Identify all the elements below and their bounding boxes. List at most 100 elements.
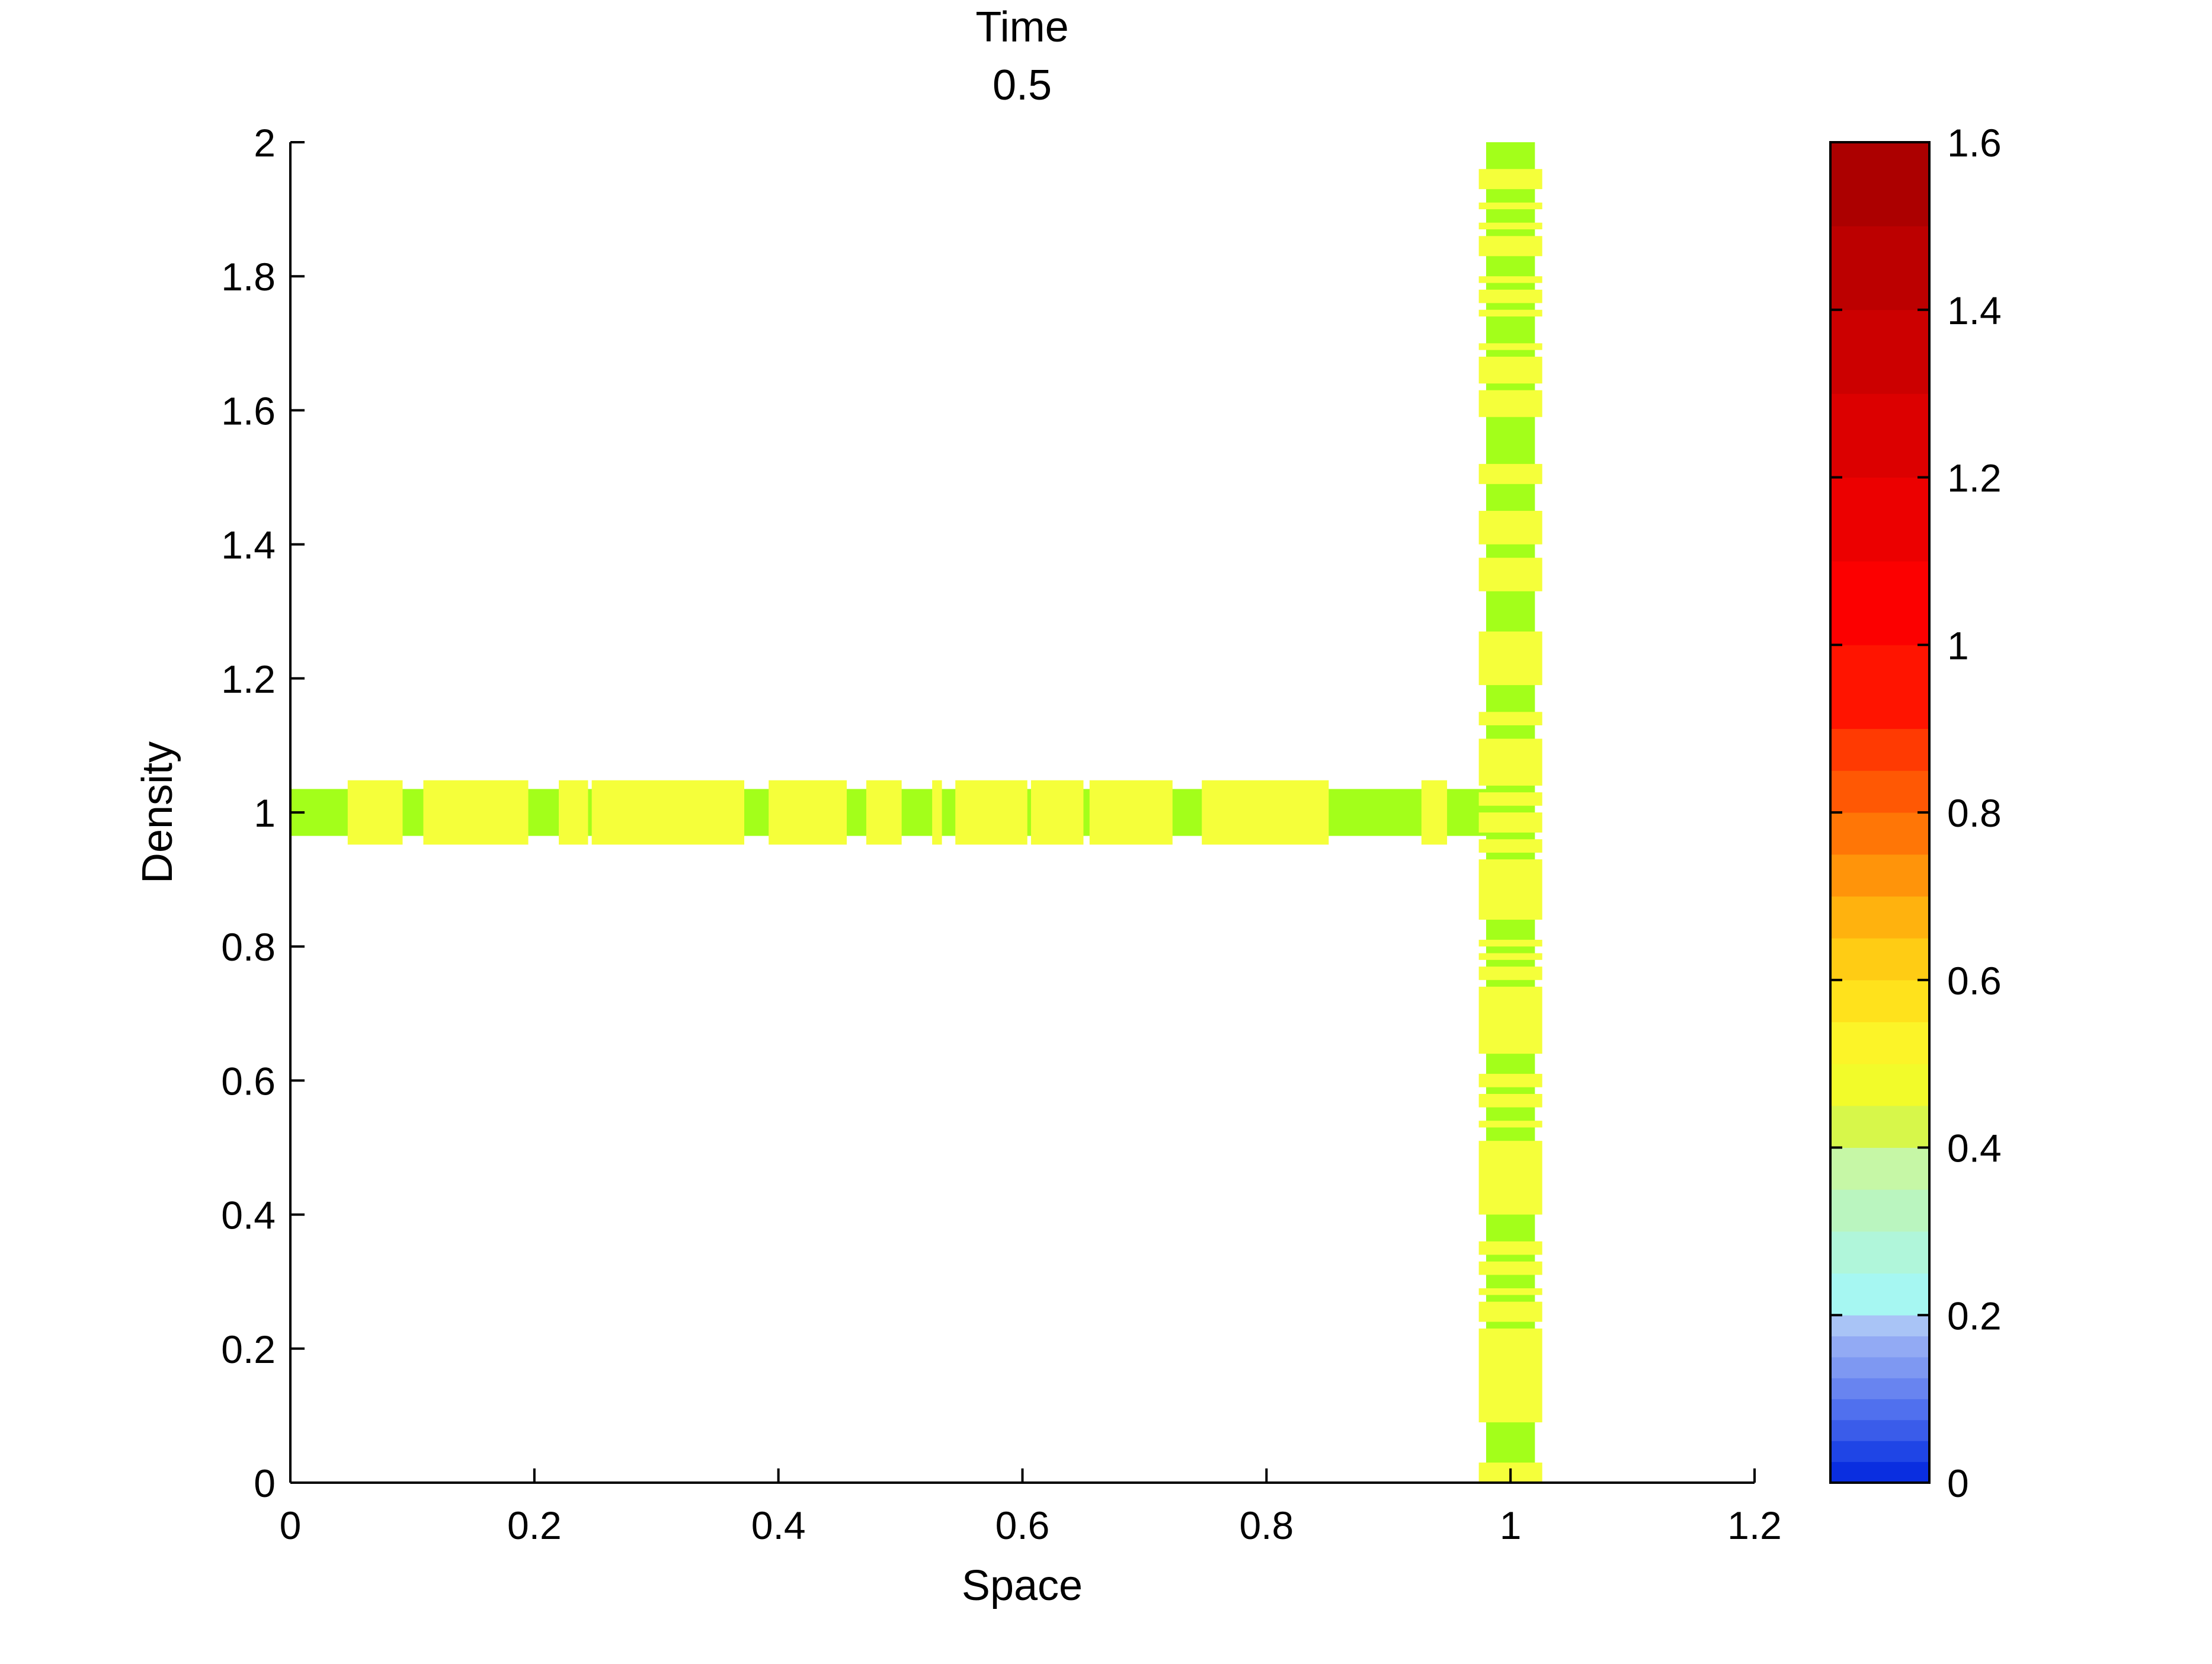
colorbar-tick-label: 0.2 xyxy=(1947,1294,2002,1337)
band-segment xyxy=(1478,967,1542,980)
colorbar-level xyxy=(1830,1064,1929,1106)
band-segment xyxy=(1478,1261,1542,1275)
x-tick-label: 0.4 xyxy=(751,1503,806,1547)
band-segment xyxy=(1478,222,1542,230)
colorbar-level xyxy=(1830,1378,1929,1400)
colorbar-level xyxy=(1830,142,1929,226)
colorbar-tick-label: 1.6 xyxy=(1947,121,2002,165)
band-segment xyxy=(1478,939,1542,947)
band-segment xyxy=(1478,169,1542,190)
band-segment xyxy=(1202,780,1329,845)
x-tick-label: 1 xyxy=(1500,1503,1522,1547)
band-segment xyxy=(1478,1121,1542,1128)
band-segment xyxy=(1478,987,1542,1054)
title-line-2: 0.5 xyxy=(993,62,1052,109)
band-segment xyxy=(1478,390,1542,417)
colorbar-level xyxy=(1830,1399,1929,1420)
band-segment xyxy=(347,780,403,845)
band-segment xyxy=(1478,343,1542,350)
band-segment xyxy=(1478,1141,1542,1215)
y-axis-ticks: 0 0.2 0.4 0.6 0.8 1 1.2 1.4 1.6 1.8 2 xyxy=(221,121,305,1505)
band-segment xyxy=(1478,236,1542,257)
band-segment xyxy=(1478,356,1542,384)
colorbar-tick-label: 0 xyxy=(1947,1461,1969,1505)
band-segment xyxy=(591,780,745,845)
band-segment xyxy=(559,780,588,845)
band-segment xyxy=(1478,309,1542,317)
colorbar-level xyxy=(1830,1441,1929,1463)
colorbar-tick-label: 1.4 xyxy=(1947,289,2002,332)
band-segment xyxy=(1478,1301,1542,1322)
x-tick-label: 0.2 xyxy=(507,1503,562,1547)
band-segment xyxy=(1478,738,1542,786)
colorbar-ticks: 0 0.2 0.4 0.6 0.8 1 1.2 1.4 1.6 xyxy=(1830,121,2002,1505)
x-axis-ticks: 0 0.2 0.4 0.6 0.8 1 1.2 xyxy=(280,1468,1782,1547)
band-segment xyxy=(1030,780,1084,845)
colorbar-level xyxy=(1830,1461,1929,1483)
band-segment xyxy=(769,780,847,845)
x-axis-title: Space xyxy=(962,1562,1083,1609)
colorbar-tick-label: 0.4 xyxy=(1947,1127,2002,1170)
colorbar-tick-label: 1.2 xyxy=(1947,456,2002,500)
colorbar-level xyxy=(1830,1147,1929,1190)
colorbar-level xyxy=(1830,980,1929,1022)
plot-data-area xyxy=(290,142,1542,1483)
band-segment xyxy=(866,780,902,845)
y-tick-label: 0.4 xyxy=(221,1193,276,1237)
colorbar-level xyxy=(1830,1336,1929,1358)
band-segment xyxy=(1478,463,1542,484)
colorbar-tick-label: 0.8 xyxy=(1947,791,2002,835)
colorbar-level xyxy=(1830,477,1929,562)
colorbar-level xyxy=(1830,812,1929,855)
band-segment xyxy=(1478,792,1542,806)
colorbar-level xyxy=(1830,1356,1929,1378)
series-vertical xyxy=(1478,142,1542,1483)
x-tick-label: 0.6 xyxy=(995,1503,1050,1547)
band-segment xyxy=(1478,1074,1542,1087)
band-segment xyxy=(1478,289,1542,303)
band-segment xyxy=(1478,1094,1542,1108)
y-tick-label: 2 xyxy=(254,121,276,165)
colorbar-level xyxy=(1830,1273,1929,1316)
colorbar-level xyxy=(1830,728,1929,771)
colorbar-level xyxy=(1830,561,1929,645)
colorbar-level xyxy=(1830,393,1929,478)
colorbar-level xyxy=(1830,854,1929,897)
colorbar-level xyxy=(1830,1189,1929,1232)
x-tick-label: 0 xyxy=(280,1503,302,1547)
y-tick-label: 1.4 xyxy=(221,523,276,567)
y-tick-label: 0.2 xyxy=(221,1327,276,1371)
x-tick-label: 1.2 xyxy=(1727,1503,1782,1547)
colorbar-level xyxy=(1830,1231,1929,1274)
y-tick-label: 1.2 xyxy=(221,657,276,701)
band-segment xyxy=(1478,631,1542,686)
band-segment xyxy=(1478,202,1542,210)
colorbar-level xyxy=(1830,226,1929,311)
band-segment xyxy=(1478,1241,1542,1255)
colorbar-level xyxy=(1830,896,1929,939)
colorbar-bands xyxy=(1830,142,1929,1483)
band-segment xyxy=(932,780,942,845)
y-axis-title: Density xyxy=(134,741,181,884)
colorbar: 0 0.2 0.4 0.6 0.8 1 1.2 1.4 1.6 xyxy=(1829,121,2002,1505)
colorbar-level xyxy=(1830,645,1929,729)
band-segment xyxy=(423,780,529,845)
colorbar-level xyxy=(1830,1315,1929,1337)
title-line-1: Time xyxy=(975,4,1068,51)
band-segment xyxy=(1478,953,1542,960)
band-segment xyxy=(1478,1288,1542,1295)
colorbar-level xyxy=(1830,938,1929,981)
colorbar-level xyxy=(1830,1419,1929,1441)
band-segment xyxy=(1478,812,1542,833)
chart-title: Time 0.5 xyxy=(975,4,1068,109)
band-segment xyxy=(1478,859,1542,920)
band-segment xyxy=(1478,511,1542,545)
colorbar-level xyxy=(1830,1022,1929,1064)
y-tick-label: 0.6 xyxy=(221,1059,276,1103)
y-tick-label: 0.8 xyxy=(221,925,276,969)
colorbar-level xyxy=(1830,1105,1929,1148)
colorbar-level xyxy=(1830,770,1929,813)
x-tick-label: 0.8 xyxy=(1239,1503,1294,1547)
y-tick-label: 1 xyxy=(254,791,276,835)
series-horizontal xyxy=(290,780,1486,845)
